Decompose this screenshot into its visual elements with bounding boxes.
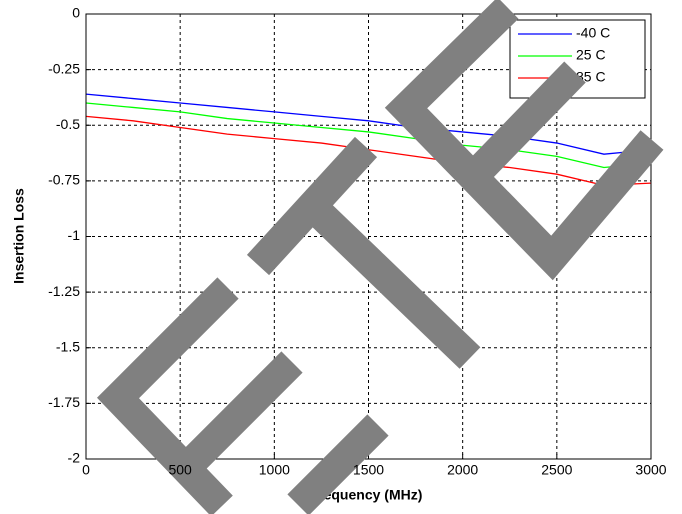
plot-frame [85,13,652,460]
y-tick-label: -2 [68,450,81,466]
legend-label: 25 C [576,47,606,63]
series-line [85,102,652,169]
x-tick-label: 500 [168,462,192,478]
watermark-stroke [459,61,586,191]
y-tick-label: -0.25 [48,60,80,76]
x-tick-label: 3000 [635,462,666,478]
y-tick-label: -1 [68,227,81,243]
watermark-stroke [169,351,303,485]
x-tick-label: 2500 [541,462,572,478]
x-tick-label: 1500 [353,462,384,478]
y-tick-label: -0.75 [48,172,80,188]
x-axis-label: Frequency (MHz) [310,487,423,503]
y-tick-label: -1.5 [56,338,80,354]
x-tick-label: 0 [82,462,90,478]
watermark-stroke [287,414,389,514]
x-tick-label: 2000 [447,462,478,478]
y-tick-label: -1.25 [48,283,80,299]
y-axis-label: Insertion Loss [11,188,27,284]
y-tick-label: -0.5 [56,116,80,132]
x-tick-label: 1000 [259,462,290,478]
legend: -40 C25 C85 C [509,19,646,99]
y-tick-label: -1.75 [48,394,80,410]
y-tick-label: 0 [72,5,80,21]
watermark [96,0,664,514]
watermark-stroke [301,195,481,369]
series-line [85,93,652,155]
legend-label: -40 C [576,25,610,41]
